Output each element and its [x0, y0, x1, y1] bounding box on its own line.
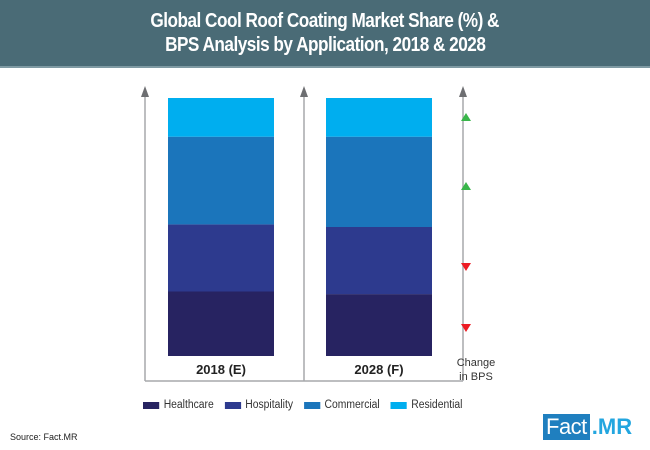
- legend-label: Commercial: [324, 399, 380, 411]
- bps-down-arrow-icon: [461, 263, 471, 271]
- chart-axes: [141, 86, 467, 382]
- legend-label: Hospitality: [245, 399, 294, 411]
- legend-label: Healthcare: [163, 399, 214, 411]
- x-tick-label: 2018 (E): [196, 362, 246, 377]
- legend-swatch-commercial: [303, 401, 321, 409]
- chart-bars: [168, 98, 432, 356]
- bar-healthcare-0: [168, 291, 274, 356]
- x-axis-labels: 2018 (E) 2028 (F): [196, 362, 404, 377]
- factmr-logo: Fact .MR: [543, 414, 632, 440]
- bar-hospitality-1: [326, 227, 432, 295]
- logo-fact: Fact: [543, 414, 590, 440]
- bar-residential-0: [168, 98, 274, 137]
- chart-title-line-1: Global Cool Roof Coating Market Share (%…: [150, 10, 500, 32]
- legend-label: Residential: [411, 399, 463, 411]
- axis-arrow-icon: [300, 86, 308, 97]
- legend-swatch-hospitality: [224, 401, 241, 409]
- chart-title-banner: Global Cool Roof Coating Market Share (%…: [0, 0, 650, 68]
- bps-indicators: Change in BPS: [457, 113, 496, 383]
- axis-arrow-icon: [459, 86, 467, 97]
- axis-arrow-icon: [141, 86, 149, 97]
- bar-commercial-1: [326, 136, 432, 227]
- source-note: Source: Fact.MR: [10, 432, 78, 442]
- logo-mr: .MR: [591, 414, 633, 439]
- bps-label: Change: [457, 357, 496, 369]
- bar-residential-1: [326, 98, 432, 137]
- bps-up-arrow-icon: [461, 182, 471, 190]
- x-tick-label: 2028 (F): [354, 362, 403, 377]
- legend-item-commercial: Commercial: [303, 399, 380, 411]
- bps-down-arrow-icon: [461, 324, 471, 332]
- legend-item-hospitality: Hospitality: [224, 399, 294, 411]
- legend-item-healthcare: Healthcare: [143, 399, 214, 411]
- legend-swatch-residential: [390, 401, 407, 409]
- bps-up-arrow-icon: [461, 113, 471, 121]
- chart-legend: Healthcare Hospitality Commercial Reside…: [143, 399, 462, 411]
- bps-label: in BPS: [459, 371, 493, 383]
- legend-item-residential: Residential: [390, 399, 463, 411]
- bar-commercial-0: [168, 136, 274, 225]
- bar-hospitality-0: [168, 224, 274, 292]
- chart-title-line-2: BPS Analysis by Application, 2018 & 2028: [164, 34, 486, 56]
- legend-swatch-healthcare: [143, 401, 160, 409]
- bar-healthcare-1: [326, 294, 432, 356]
